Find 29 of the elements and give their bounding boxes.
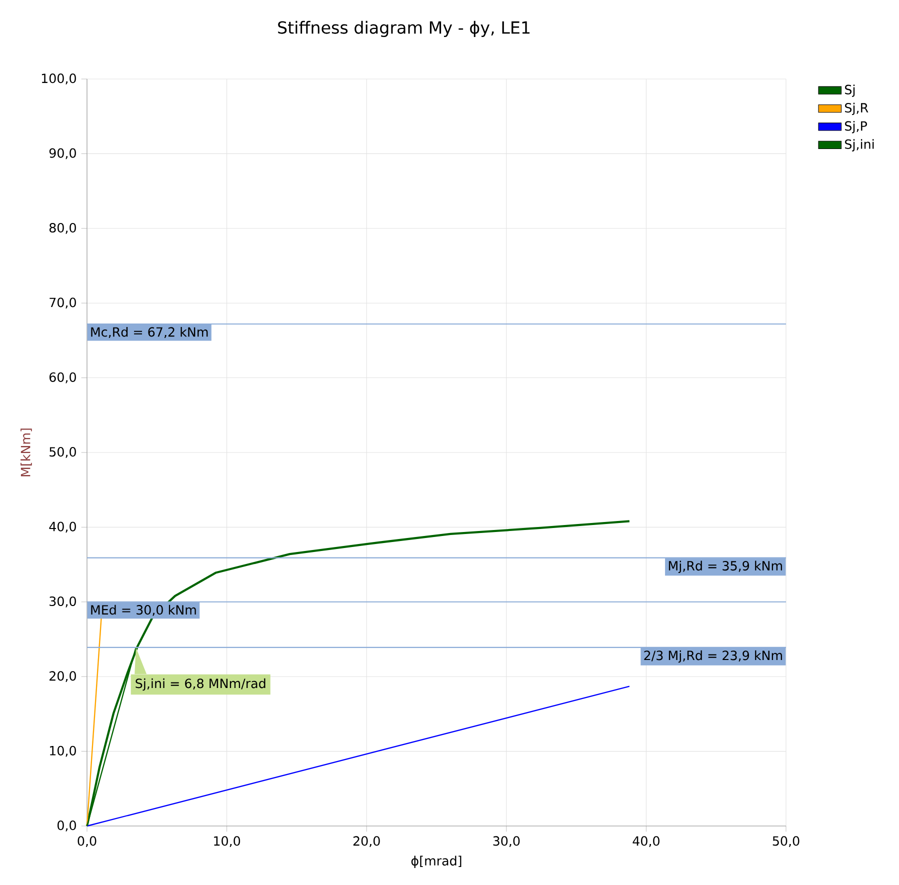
y-tick-label: 80,0 (49, 222, 76, 234)
legend-label: Sj,ini (845, 139, 874, 152)
x-tick-label: 40,0 (632, 836, 660, 848)
x-tick-label: 30,0 (493, 836, 520, 848)
ref-line-label: MEd = 30,0 kNm (91, 604, 196, 616)
y-tick-label: 20,0 (50, 671, 76, 682)
y-tick-label: 70,0 (50, 298, 76, 309)
y-tick-label: 30,0 (50, 596, 76, 608)
chart-title: Stiffness diagram My - ϕy, LE1 (278, 20, 530, 38)
y-tick-label: 10,0 (50, 746, 76, 757)
x-tick-label: 20,0 (353, 836, 380, 848)
x-tick-label: 50,0 (772, 836, 800, 848)
y-tick-label: 40,0 (49, 522, 76, 533)
legend-label: Sj,P (845, 120, 867, 134)
y-tick-label: 60,0 (49, 372, 76, 384)
y-axis-title: M[kNm] (20, 428, 32, 476)
x-axis-title: ϕ[mrad] (411, 856, 462, 868)
ref-line-label: Mj,Rd = 35,9 kNm (668, 560, 782, 574)
legend-label: Sj,R (845, 102, 868, 116)
y-tick-label: 0,0 (58, 820, 76, 832)
y-tick-label: 50,0 (50, 447, 76, 458)
y-tick-label: 90,0 (49, 148, 76, 160)
y-tick-label: 100,0 (42, 74, 76, 84)
x-tick-label: 10,0 (214, 836, 240, 848)
ref-line-label: 2/3 Mj,Rd = 23,9 kNm (644, 650, 782, 663)
annotation: Sj,ini = 6,8 MNm/rad (136, 678, 266, 691)
ref-line-label: Mc,Rd = 67,2 kNm (91, 326, 208, 338)
x-tick-label: 0,0 (78, 836, 96, 848)
legend-label: Sj (845, 84, 855, 97)
